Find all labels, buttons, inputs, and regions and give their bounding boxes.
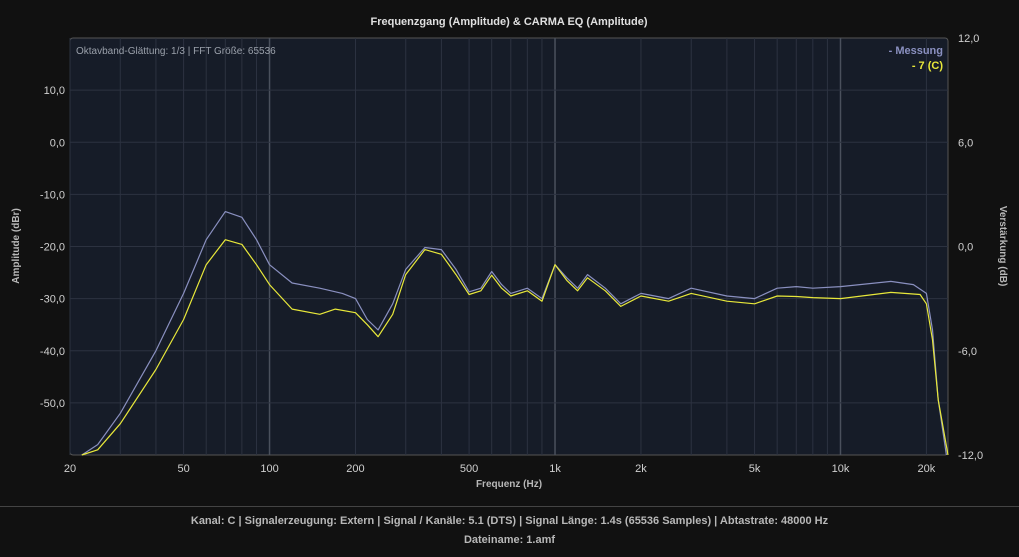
- y-tick-label: -10,0: [40, 189, 65, 201]
- y-tick-label: -30,0: [40, 294, 65, 306]
- y2-axis-label: Verstärkung (dB): [997, 206, 1008, 287]
- chart-title: Frequenzgang (Amplitude) & CARMA EQ (Amp…: [370, 16, 647, 28]
- x-tick-label: 10k: [832, 463, 850, 475]
- info-text: Oktavband-Glättung: 1/3 | FFT Größe: 655…: [76, 46, 276, 57]
- y2-tick-label: 6,0: [958, 137, 973, 149]
- x-axis-label: Frequenz (Hz): [476, 479, 542, 490]
- x-tick-label: 5k: [749, 463, 761, 475]
- y2-tick-label: 12,0: [958, 33, 979, 45]
- x-tick-label: 1k: [549, 463, 561, 475]
- status-footer: Kanal: C | Signalerzeugung: Extern | Sig…: [0, 506, 1019, 557]
- x-tick-label: 20k: [918, 463, 936, 475]
- x-tick-label: 50: [177, 463, 189, 475]
- y-tick-label: -40,0: [40, 346, 65, 358]
- y-tick-label: 0,0: [50, 137, 65, 149]
- y-tick-label: -20,0: [40, 242, 65, 254]
- legend-messung[interactable]: - Messung: [889, 45, 943, 57]
- y-tick-label: 10,0: [44, 85, 65, 97]
- x-tick-label: 200: [346, 463, 364, 475]
- y-axis-label: Amplitude (dBr): [11, 208, 22, 284]
- series-line-messung: [81, 211, 947, 456]
- x-tick-label: 500: [460, 463, 478, 475]
- y-tick-label: -50,0: [40, 398, 65, 410]
- x-tick-label: 2k: [635, 463, 647, 475]
- y2-tick-label: -6,0: [958, 346, 977, 358]
- footer-filename: Dateiname: 1.amf: [463, 534, 556, 546]
- y2-tick-label: 0,0: [958, 242, 973, 254]
- series-line-7c: [81, 239, 949, 456]
- frequency-response-chart: Frequenzgang (Amplitude) & CARMA EQ (Amp…: [11, 16, 1008, 490]
- x-tick-label: 20: [64, 463, 76, 475]
- x-tick-label: 100: [260, 463, 278, 475]
- y2-tick-label: -12,0: [958, 450, 983, 462]
- footer-info: Kanal: C | Signalerzeugung: Extern | Sig…: [190, 515, 829, 527]
- legend-7c[interactable]: - 7 (C): [912, 60, 944, 72]
